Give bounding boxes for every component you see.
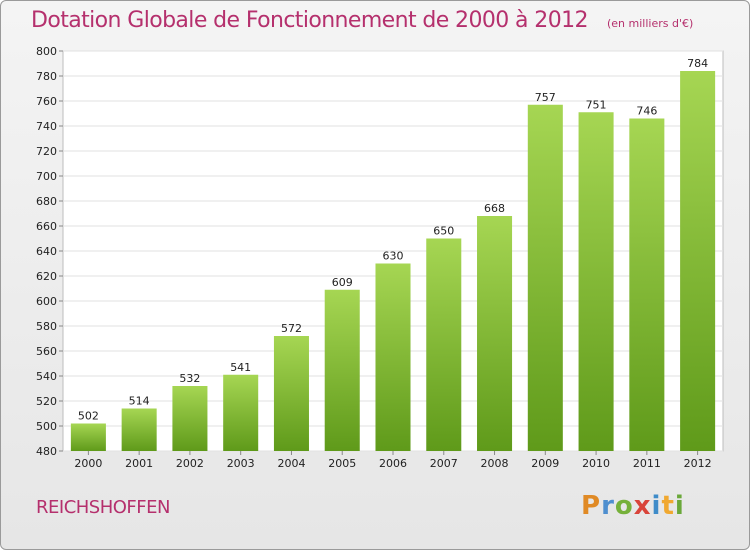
data-label: 668	[484, 202, 505, 215]
x-tick-label: 2007	[430, 457, 458, 470]
x-tick-label: 2005	[328, 457, 356, 470]
y-tick-label: 480	[36, 445, 57, 458]
bar-2000	[70, 423, 106, 451]
y-tick-label: 620	[36, 270, 57, 283]
x-axis: 2000 2001 2002 2003 2004 2005 2006 2007 2008 2009…	[74, 451, 712, 470]
bar-2005	[324, 289, 360, 451]
bar-2006	[375, 263, 411, 451]
x-tick-label: 2011	[633, 457, 661, 470]
bar-2007	[426, 238, 462, 451]
data-label: 650	[433, 225, 454, 238]
data-label: 746	[636, 105, 657, 118]
bar-2003	[223, 374, 259, 451]
bar-2010	[578, 112, 614, 451]
data-label: 751	[586, 98, 607, 111]
y-tick-label: 760	[36, 95, 57, 108]
y-tick-label: 540	[36, 370, 57, 383]
x-tick-label: 2001	[125, 457, 153, 470]
y-tick-label: 680	[36, 195, 57, 208]
y-tick-label: 580	[36, 320, 57, 333]
bar-2008	[477, 216, 513, 451]
y-tick-label: 660	[36, 220, 57, 233]
y-tick-label: 560	[36, 345, 57, 358]
bar-2012	[680, 71, 716, 451]
y-tick-label: 780	[36, 70, 57, 83]
x-tick-label: 2003	[227, 457, 255, 470]
data-label: 502	[78, 410, 99, 423]
data-label: 630	[383, 250, 404, 263]
bar-2011	[629, 118, 665, 451]
chart-title: Dotation Globale de Fonctionnement de 20…	[31, 8, 589, 33]
bar-2001	[121, 408, 157, 451]
data-label: 541	[230, 361, 251, 374]
location-name: REICHSHOFFEN	[36, 497, 170, 518]
bar-2002	[172, 386, 208, 451]
y-tick-label: 740	[36, 120, 57, 133]
y-tick-label: 500	[36, 420, 57, 433]
y-tick-label: 640	[36, 245, 57, 258]
data-label: 784	[687, 57, 708, 70]
data-label: 757	[535, 91, 556, 104]
x-tick-label: 2009	[531, 457, 559, 470]
y-tick-label: 700	[36, 170, 57, 183]
bar-2009	[527, 104, 563, 451]
bar-2004	[273, 336, 309, 451]
x-tick-label: 2010	[582, 457, 610, 470]
x-tick-label: 2002	[176, 457, 204, 470]
x-tick-label: 2006	[379, 457, 407, 470]
y-tick-label: 600	[36, 295, 57, 308]
unit-note: (en milliers d'€)	[607, 17, 694, 30]
proxiti-logo[interactable]: Proxiti	[581, 491, 685, 521]
y-tick-label: 720	[36, 145, 57, 158]
data-label: 532	[179, 372, 200, 385]
y-axis: 480 500 520 540 560 580 600 620 640 660 680 700 720 7…	[36, 45, 63, 458]
data-label: 572	[281, 322, 302, 335]
y-tick-label: 520	[36, 395, 57, 408]
x-tick-label: 2008	[481, 457, 509, 470]
bars: 502 514 532 541 572 609 630 650 668 757 751 746 784	[70, 57, 716, 451]
data-label: 609	[332, 276, 353, 289]
x-tick-label: 2012	[684, 457, 712, 470]
x-tick-label: 2004	[277, 457, 305, 470]
data-label: 514	[129, 395, 150, 408]
chart-title-block: Dotation Globale de Fonctionnement de 20…	[31, 8, 693, 33]
y-tick-label: 800	[36, 45, 57, 58]
x-tick-label: 2000	[74, 457, 102, 470]
